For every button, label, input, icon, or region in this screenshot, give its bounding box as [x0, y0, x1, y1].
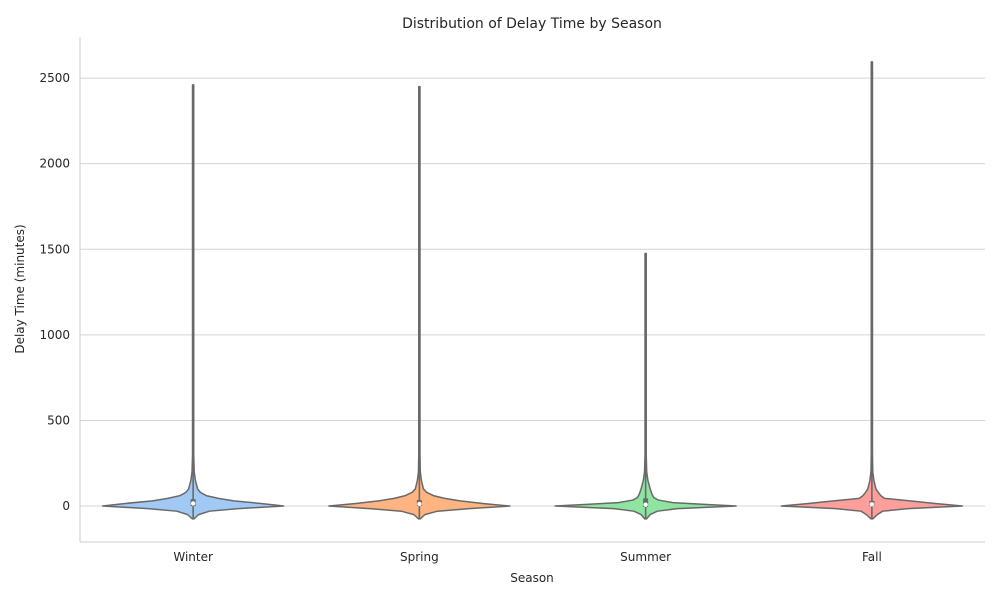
violin-median-point [190, 501, 196, 506]
x-tick-label: Summer [620, 550, 671, 564]
x-tick-label: Winter [173, 550, 213, 564]
x-axis-label: Season [510, 571, 554, 585]
y-tick-label: 1000 [39, 328, 70, 342]
x-tick-labels: Winter Spring Summer Fall [173, 550, 881, 564]
chart-title: Distribution of Delay Time by Season [402, 16, 662, 32]
y-axis-label: Delay Time (minutes) [13, 224, 27, 353]
y-tick-labels: 0 500 1000 1500 2000 2500 [39, 71, 70, 513]
axes [79, 37, 985, 543]
y-tick-label: 2500 [39, 71, 70, 85]
violin-median-point [643, 502, 648, 507]
violin-median-point [869, 502, 875, 507]
grid-lines [80, 77, 985, 507]
y-tick-label: 500 [47, 413, 70, 427]
violins [101, 61, 964, 520]
y-tick-label: 0 [62, 499, 70, 513]
y-tick-label: 1500 [39, 242, 70, 256]
y-tick-label: 2000 [39, 157, 70, 171]
violin-median-point [417, 501, 422, 507]
x-tick-label: Spring [400, 550, 439, 564]
x-tick-label: Fall [862, 550, 882, 564]
